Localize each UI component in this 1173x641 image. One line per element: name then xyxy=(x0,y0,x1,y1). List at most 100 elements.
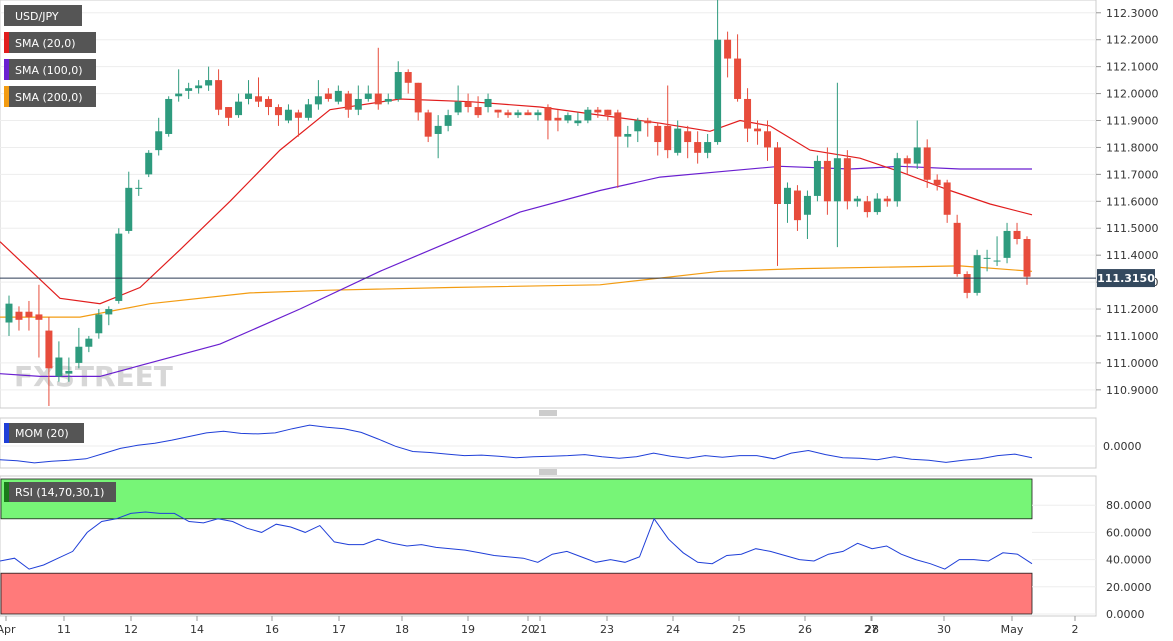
candle xyxy=(424,109,432,143)
sma-200-path xyxy=(0,265,1033,318)
candle xyxy=(205,66,213,91)
candle xyxy=(774,142,781,266)
candle xyxy=(474,96,482,118)
rsi-tick-label: 80.0000 xyxy=(1106,499,1152,512)
time-tick-label: 2 xyxy=(1072,623,1079,636)
candle xyxy=(893,152,901,207)
sma-100-path xyxy=(0,165,1032,377)
candle xyxy=(754,120,762,145)
svg-text:MOM (20): MOM (20) xyxy=(15,427,69,440)
candle xyxy=(484,93,492,113)
candle xyxy=(883,195,891,207)
rsi-axis: 80.0000 60.0000 40.0000 20.0000 0.0000 xyxy=(1106,499,1152,621)
mom-label: MOM (20) xyxy=(4,423,84,443)
candle xyxy=(414,82,422,121)
candle xyxy=(544,104,552,140)
legend-label: SMA (100,0) xyxy=(15,64,83,77)
candle xyxy=(304,98,312,121)
candle xyxy=(494,109,502,118)
candle xyxy=(125,171,133,234)
candle xyxy=(973,249,981,296)
legend-label: SMA (20,0) xyxy=(15,37,76,50)
candle xyxy=(5,295,13,336)
candle xyxy=(384,93,392,105)
panel-splitter-2[interactable] xyxy=(539,469,557,475)
candle xyxy=(464,93,472,113)
price-tick-label: 112.1000 xyxy=(1106,61,1159,74)
time-tick-label: 14 xyxy=(190,623,204,636)
candle xyxy=(943,179,951,223)
sma-200-line xyxy=(0,265,1033,318)
candle xyxy=(684,125,692,159)
time-tick-label: 25 xyxy=(732,623,746,636)
price-tick-label: 112.0000 xyxy=(1106,88,1159,101)
candle xyxy=(514,109,522,118)
candle xyxy=(614,109,622,188)
legend-item: SMA (200,0) xyxy=(4,86,96,107)
price-tick-label: 111.8000 xyxy=(1106,141,1159,154)
time-tick-label: 26 xyxy=(798,623,812,636)
candle xyxy=(264,96,272,116)
time-tick-label: 30 xyxy=(937,623,951,636)
candle xyxy=(75,327,83,369)
mom-axis-tick: 0.0000 xyxy=(1103,440,1142,453)
candle xyxy=(933,174,941,191)
candle xyxy=(664,85,672,159)
candle xyxy=(744,88,752,143)
rsi-gridlines xyxy=(1032,504,1096,615)
legend-item: USD/JPY xyxy=(4,5,82,26)
rsi-oversold-zone xyxy=(0,572,1033,615)
candle xyxy=(95,309,103,339)
current-price-tag: 111.3150 xyxy=(1097,269,1155,288)
candle xyxy=(534,109,542,121)
candle xyxy=(594,107,602,118)
time-tick-label: 20 xyxy=(521,623,535,636)
price-tick-label: 112.2000 xyxy=(1106,34,1159,47)
candle xyxy=(235,93,243,118)
candle xyxy=(704,133,712,159)
candle xyxy=(853,195,861,207)
candle xyxy=(45,317,53,406)
candle xyxy=(185,82,193,99)
candle xyxy=(913,120,921,169)
candle xyxy=(983,249,991,272)
candle xyxy=(274,104,282,126)
candlestick-series xyxy=(5,0,1031,406)
panel-splitter-1[interactable] xyxy=(539,410,557,416)
candle xyxy=(175,69,183,102)
time-tick-label: 23 xyxy=(600,623,614,636)
candle xyxy=(314,80,322,110)
rsi-tick-label: 40.0000 xyxy=(1106,554,1152,567)
candle xyxy=(245,80,253,105)
candle xyxy=(225,107,233,126)
legend-item: SMA (100,0) xyxy=(4,59,96,80)
time-tick-label: 12 xyxy=(124,623,138,636)
candle xyxy=(783,182,791,223)
candle xyxy=(654,123,662,156)
candle xyxy=(843,150,851,210)
candle xyxy=(105,306,113,326)
candle xyxy=(803,190,811,240)
candle xyxy=(344,90,352,118)
time-tick-label: 16 xyxy=(265,623,279,636)
candle xyxy=(793,185,801,231)
candle xyxy=(284,104,292,124)
price-gridlines xyxy=(0,12,1096,391)
rsi-overbought-zone xyxy=(0,478,1033,520)
rsi-tick-label: 60.0000 xyxy=(1106,526,1152,539)
candle xyxy=(25,300,33,331)
time-tick-label: 28 xyxy=(865,623,879,636)
rsi-line xyxy=(0,511,1033,570)
candle xyxy=(524,109,532,116)
candle xyxy=(65,357,73,382)
candle xyxy=(584,107,592,124)
legend-label: SMA (200,0) xyxy=(15,91,83,104)
candle xyxy=(734,34,742,102)
candle xyxy=(624,125,632,148)
candle xyxy=(334,85,342,105)
sma-20-path xyxy=(0,98,1033,305)
price-tick-label: 111.9000 xyxy=(1106,115,1159,128)
candle xyxy=(115,228,123,304)
candle xyxy=(1013,222,1021,245)
